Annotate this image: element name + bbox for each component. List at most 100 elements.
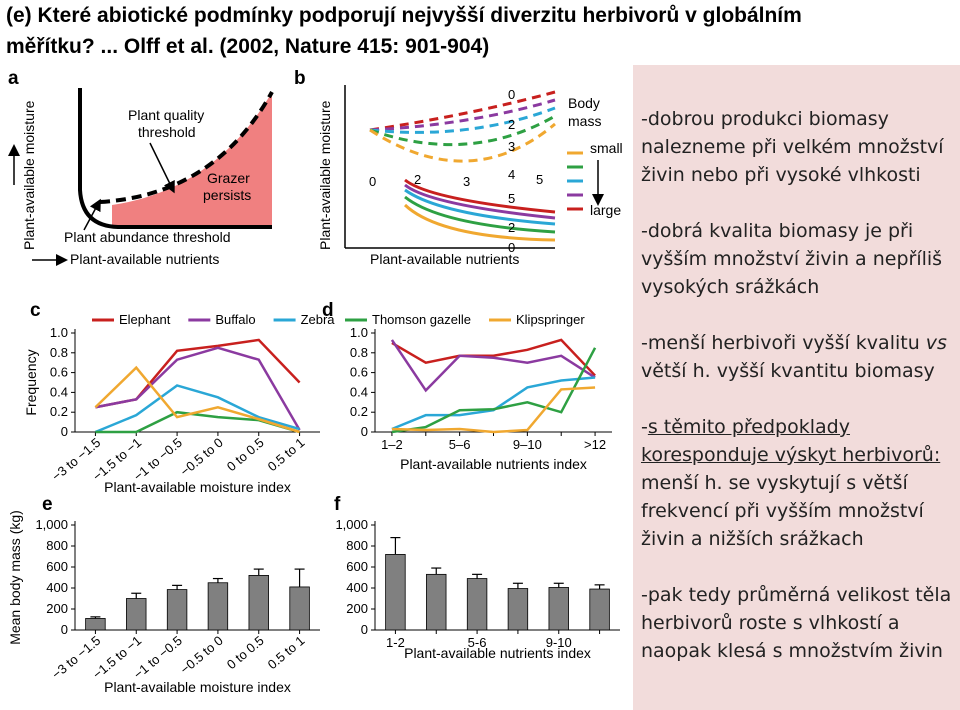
y-tick-label: 0.4 — [50, 384, 68, 399]
x-tick-label: 0 to 0.5 — [224, 633, 267, 672]
curve — [369, 90, 556, 132]
curve — [403, 203, 556, 242]
bar — [466, 578, 488, 631]
y-tick-label: 0.4 — [350, 384, 368, 399]
bar — [126, 598, 147, 631]
figure: a Plant quality threshold Grazer persist… — [7, 68, 623, 695]
note-text: větší h. vyšší kvantitu biomasy — [641, 360, 935, 382]
bar — [289, 586, 310, 631]
series-line — [390, 339, 596, 393]
solid-curves — [403, 178, 556, 242]
bar — [85, 618, 106, 631]
notes-panel: -dobrou produkci biomasy nalezneme při v… — [633, 65, 960, 710]
contour-label: 5 — [508, 191, 515, 206]
contour-label: 5 — [536, 172, 543, 187]
pointer — [83, 198, 101, 231]
panel-letter: a — [8, 68, 19, 89]
x-axis-label: Plant-available moisture index — [104, 479, 291, 495]
y-axis-label: Frequency — [23, 349, 39, 415]
contour-label: 2 — [414, 172, 421, 187]
label: persists — [203, 187, 251, 203]
bar — [426, 573, 447, 631]
series-line — [94, 365, 300, 434]
note: -s těmito předpoklady koresponduje výsky… — [641, 413, 952, 553]
legend-title: Body — [568, 95, 600, 111]
x-axis-label: Plant-available nutrients index — [400, 456, 587, 472]
legend-label: Zebra — [301, 312, 336, 327]
panel-letter: c — [30, 300, 41, 321]
y-tick-label: 0.6 — [350, 365, 368, 380]
pointer — [149, 142, 175, 194]
y-tick-label: 800 — [46, 538, 68, 553]
bar — [166, 589, 188, 631]
note-text: -menší herbivoři vyšší kvalitu — [641, 332, 926, 354]
x-tick-label: 1-2 — [386, 635, 405, 650]
quality-curve — [99, 91, 274, 204]
y-tick-label: 800 — [346, 538, 368, 553]
note: -dobrou produkci biomasy nalezneme při v… — [641, 108, 944, 186]
panel-letter: d — [322, 300, 334, 321]
x-tick-label: 1–2 — [381, 437, 403, 452]
y-tick-label: 1.0 — [50, 325, 68, 340]
x-tick-label: 0 to 0.5 — [224, 435, 267, 474]
y-tick-label: 0.8 — [50, 345, 68, 360]
contour-label: 0 — [508, 240, 515, 255]
grazer-region — [112, 92, 272, 226]
label: Grazer — [207, 170, 250, 186]
panel-a: a Plant quality threshold Grazer persist… — [8, 68, 274, 267]
curve — [404, 195, 556, 234]
note: -dobrá kvalita biomasy je při vyšším mno… — [641, 220, 943, 298]
bar — [207, 582, 229, 631]
contour-label: 0 — [508, 87, 515, 102]
y-tick-label: 0 — [61, 622, 68, 637]
slide-title: (e) Které abiotické podmínky podporují n… — [6, 0, 956, 62]
contour-label: 3 — [508, 139, 515, 154]
y-tick-label: 0.6 — [50, 365, 68, 380]
x-tick-label: 0.5 to 1 — [265, 435, 308, 474]
y-tick-label: 0 — [361, 622, 368, 637]
contour-label: 2 — [508, 117, 515, 132]
label: Plant abundance threshold — [64, 229, 231, 245]
curve — [369, 98, 556, 132]
note-text: - — [641, 416, 648, 438]
axis-label: Plant-available nutrients — [70, 251, 219, 267]
note-text: menší h. se vyskytují s větší frekvencí … — [641, 472, 924, 550]
panel-letter: e — [42, 494, 53, 515]
note: -menší herbivoři vyšší kvalitu vs větší … — [641, 329, 952, 385]
label: threshold — [138, 124, 196, 140]
bar — [548, 587, 569, 631]
contour-labels: 0 2 3 4 5 2 0 0 2 3 5 — [369, 87, 543, 255]
axis-label: Plant-available nutrients — [370, 251, 519, 267]
x-axis-label: Plant-available nutrients index — [404, 645, 591, 661]
series-line — [391, 347, 597, 434]
x-tick-label: −0.5 to 0 — [177, 633, 226, 677]
y-tick-label: 0.8 — [350, 345, 368, 360]
panel-letter: f — [334, 494, 341, 515]
contour-label: 3 — [463, 174, 470, 189]
y-tick-label: 200 — [346, 601, 368, 616]
series-line — [391, 338, 596, 377]
panel-letter: b — [294, 68, 306, 89]
contour-label: 0 — [369, 174, 376, 189]
bar — [248, 575, 269, 631]
y-tick-label: 0 — [361, 424, 368, 439]
bar — [385, 554, 406, 631]
legend-label: Thomson gazelle — [372, 312, 471, 327]
y-axis-label: Mean body mass (kg) — [7, 510, 23, 645]
series-line — [95, 338, 301, 409]
y-tick-label: 200 — [46, 601, 68, 616]
title-line: (e) Které abiotické podmínky podporují n… — [6, 4, 802, 27]
legend-label: Buffalo — [215, 312, 255, 327]
axis-label: Plant-available moisture — [317, 100, 333, 250]
note-underline: s těmito předpoklady koresponduje výskyt… — [641, 416, 941, 466]
legend-label: small — [590, 140, 623, 156]
series-line — [95, 346, 301, 431]
dashed-curves — [369, 90, 556, 163]
x-tick-label: 9–10 — [513, 437, 542, 452]
curve — [369, 106, 556, 134]
y-tick-label: 600 — [46, 559, 68, 574]
label: Plant quality — [128, 107, 204, 123]
y-tick-label: 400 — [346, 580, 368, 595]
x-tick-label: >12 — [584, 437, 606, 452]
